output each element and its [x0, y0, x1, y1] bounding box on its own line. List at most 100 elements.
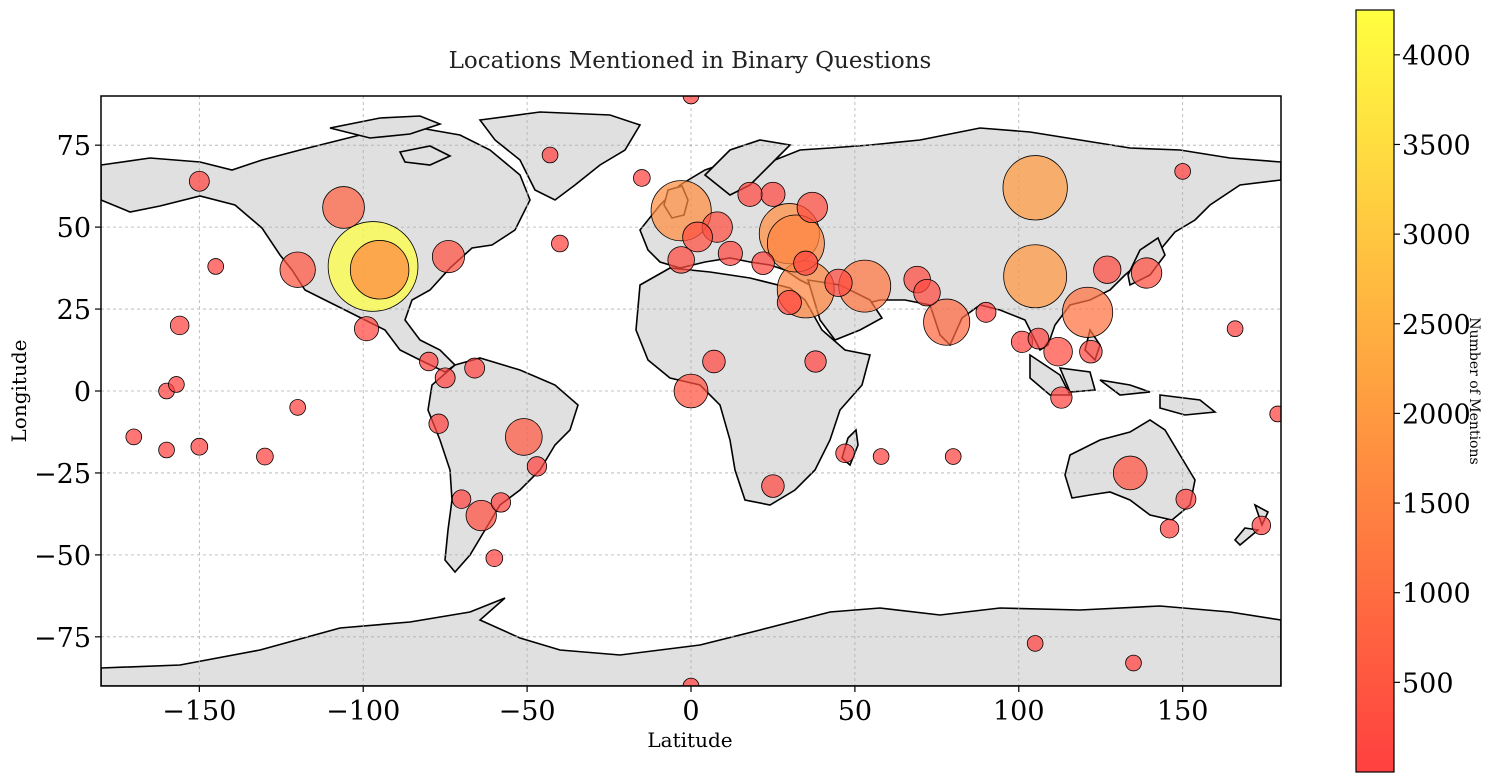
y-tick-label: 50 [57, 213, 91, 244]
location-point [464, 357, 486, 379]
location-point [1062, 286, 1114, 338]
location-point [633, 169, 651, 187]
location-point [717, 240, 743, 266]
location-point [207, 258, 225, 275]
location-point [793, 250, 819, 276]
location-point [485, 549, 504, 567]
location-point [465, 499, 497, 532]
location-point [682, 221, 713, 253]
location-point [419, 351, 439, 372]
y-tick-label: 0 [74, 377, 91, 408]
location-point [428, 413, 449, 434]
location-point [1002, 155, 1068, 221]
x-tick-label: −50 [499, 696, 556, 727]
location-point [190, 437, 209, 456]
location-point [322, 186, 365, 229]
location-point [682, 96, 700, 105]
colorbar-ticks: 500 1000 1500 2000 2500 3000 3500 4000 [1394, 41, 1471, 699]
colorbar: 500 1000 1500 2000 2500 3000 3500 4000 Number o… [1355, 9, 1482, 773]
location-point [702, 349, 726, 374]
location-point [975, 301, 997, 323]
location-point [1026, 635, 1044, 652]
x-tick-label: 50 [838, 696, 872, 727]
location-point [1175, 488, 1197, 510]
location-point [1093, 255, 1122, 284]
location-point [835, 443, 855, 463]
location-point [1251, 515, 1272, 536]
location-point [824, 268, 853, 297]
x-axis-ticks: −150 −100 −50 0 50 100 150 [162, 686, 1208, 727]
location-point [804, 350, 827, 373]
colorbar-tick-label: 2000 [1402, 399, 1471, 430]
colorbar-tick-label: 3500 [1402, 130, 1471, 161]
location-point [872, 448, 890, 465]
location-point [761, 474, 785, 498]
land-arctic-islands [329, 115, 452, 166]
location-point [673, 373, 709, 409]
chart-title: Locations Mentioned in Binary Questions [449, 48, 932, 74]
y-axis-label: Longitude [7, 340, 31, 443]
y-tick-label: −75 [34, 623, 91, 654]
location-point [760, 181, 786, 207]
colorbar-tick-label: 3000 [1402, 220, 1471, 251]
plot-area [100, 95, 1282, 687]
land-greenland [478, 111, 642, 201]
location-point [923, 298, 971, 346]
colorbar-tick-label: 500 [1402, 668, 1454, 699]
x-tick-label: 0 [682, 696, 699, 727]
location-point [944, 448, 962, 465]
location-point [776, 289, 802, 315]
location-point [188, 170, 210, 192]
location-point [168, 376, 185, 393]
location-point [1079, 339, 1103, 364]
location-point [1226, 320, 1244, 338]
colorbar-gradient [1355, 9, 1395, 773]
location-point [125, 428, 143, 446]
colorbar-label: Number of Mentions [1466, 317, 1482, 464]
location-point [353, 316, 379, 342]
location-point [1125, 654, 1142, 672]
scatter-points [125, 96, 1281, 686]
colorbar-tick-label: 4000 [1402, 41, 1471, 72]
location-point [490, 492, 511, 513]
location-point [1131, 257, 1163, 289]
location-point [169, 315, 190, 336]
colorbar-tick-label: 1000 [1402, 579, 1471, 610]
y-tick-label: 75 [57, 131, 91, 162]
location-point [256, 447, 274, 466]
location-point [1050, 386, 1073, 409]
location-point [1112, 455, 1148, 491]
land-antarctica [101, 597, 1281, 686]
y-axis-ticks: −75 −50 −25 0 25 50 75 [34, 131, 101, 654]
location-point [667, 246, 695, 274]
y-tick-label: −50 [34, 541, 91, 572]
location-point [1003, 244, 1068, 309]
location-point [1027, 327, 1050, 350]
location-point [913, 278, 941, 307]
location-point [526, 456, 548, 477]
colorbar-tick-label: 2500 [1402, 310, 1471, 341]
location-point [349, 240, 410, 300]
world-land [101, 111, 1281, 686]
location-point [434, 367, 456, 389]
location-point [1174, 163, 1191, 180]
x-tick-label: −100 [326, 696, 400, 727]
x-tick-label: 150 [1157, 696, 1209, 727]
location-point [737, 181, 763, 207]
location-point [1269, 405, 1281, 423]
colorbar-tick-label: 1500 [1402, 489, 1471, 520]
location-point [431, 240, 465, 274]
location-point [551, 234, 569, 253]
y-tick-label: 25 [57, 295, 91, 326]
location-point [1043, 336, 1073, 367]
x-tick-label: 100 [993, 696, 1045, 727]
location-point [289, 399, 306, 416]
location-point [751, 251, 775, 275]
x-axis-label: Latitude [647, 728, 732, 752]
location-point [796, 191, 828, 224]
location-point [158, 441, 175, 459]
location-point [505, 418, 543, 456]
location-point [279, 251, 316, 288]
location-point [541, 146, 559, 164]
